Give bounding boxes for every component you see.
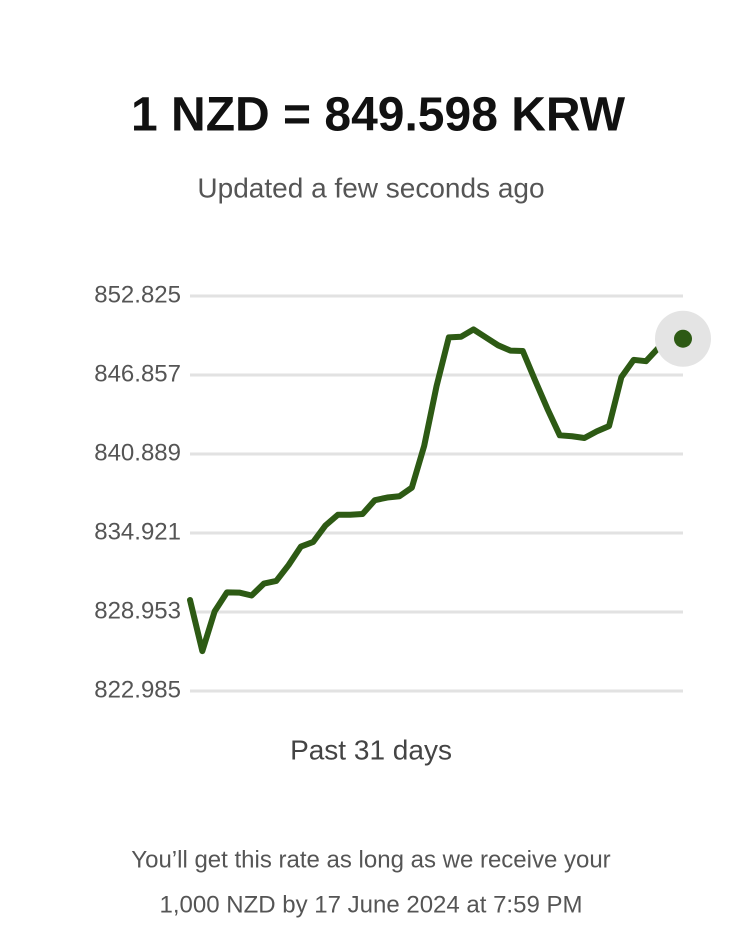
updated-note: Updated a few seconds ago [197,172,544,203]
y-tick-label: 822.985 [94,676,181,703]
footer-line: You’ll get this rate as long as we recei… [131,846,610,873]
footer-line: 1,000 NZD by 17 June 2024 at 7:59 PM [160,891,583,918]
x-axis-label: Past 31 days [290,734,452,765]
rate-title: 1 NZD = 849.598 KRW [131,89,626,142]
y-tick-label: 828.953 [94,597,181,624]
current-point [674,329,692,348]
y-tick-label: 834.921 [94,518,181,545]
y-tick-label: 852.825 [94,281,181,308]
y-tick-label: 840.889 [94,439,181,466]
rate-line [187,326,686,655]
y-tick-label: 846.857 [94,360,181,387]
